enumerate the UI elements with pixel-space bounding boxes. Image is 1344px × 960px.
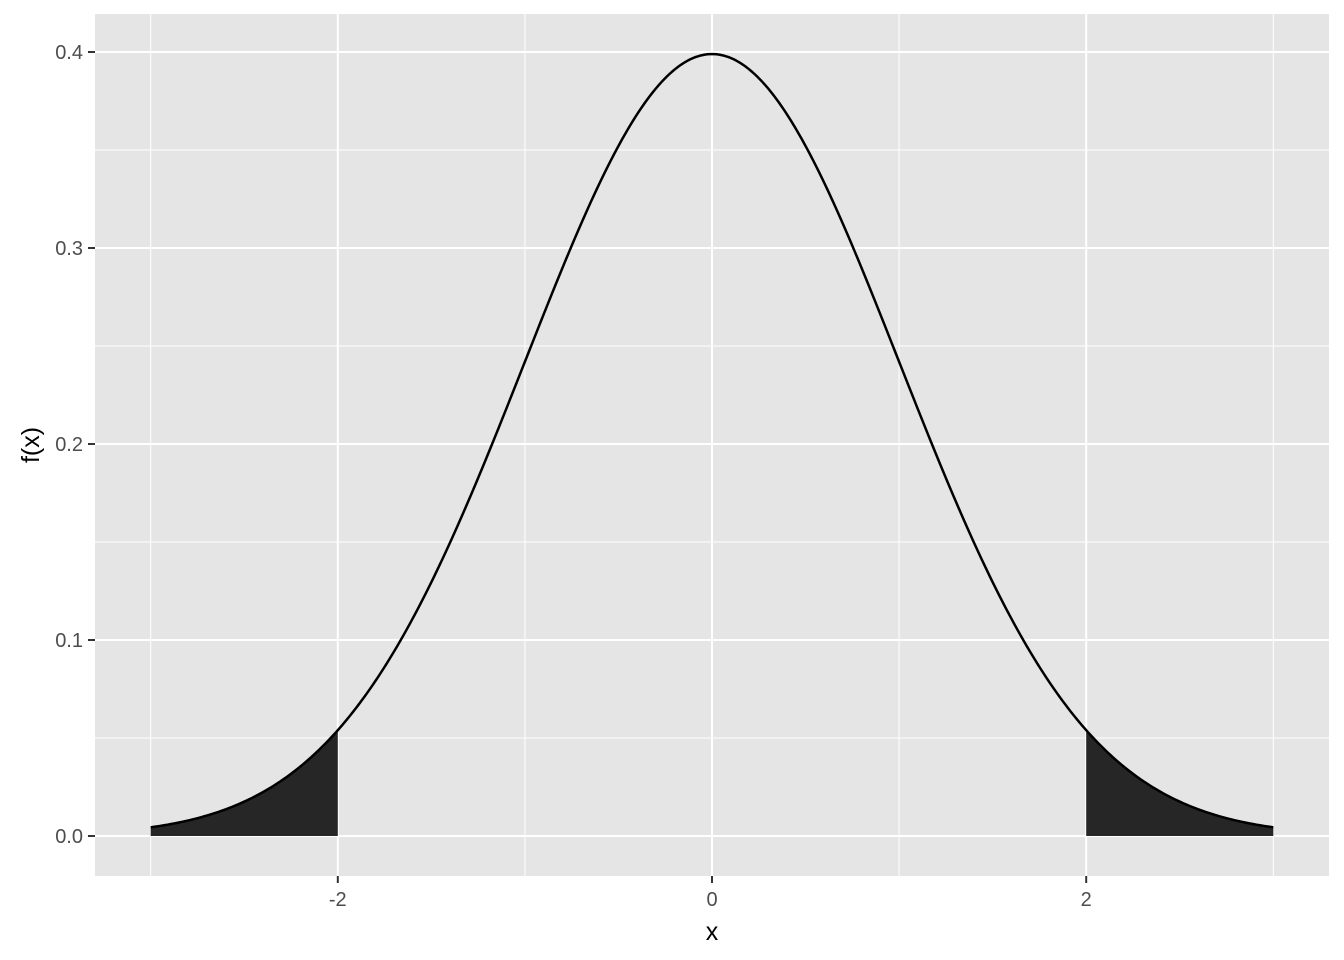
y-axis: 0.0 0.1 0.2 0.3 0.4 [55,42,95,848]
shaded-tail-regions [150,730,1274,836]
x-axis: -2 0 2 [329,876,1092,911]
y-tick-label: 0.2 [55,434,83,456]
y-tick-label: 0.1 [55,630,83,652]
x-tick-label: -2 [329,889,347,911]
y-tick-label: 0.4 [55,42,83,64]
shaded-tail-area [1086,730,1274,836]
x-tick-label: 2 [1081,889,1092,911]
y-tick-label: 0.3 [55,238,83,260]
x-axis-title: x [706,918,719,946]
density-curve [150,52,1274,829]
x-tick-label: 0 [706,889,717,911]
y-axis-title: f(x) [17,427,45,463]
shaded-tail-area [150,730,338,836]
y-tick-label: 0.0 [55,826,83,848]
